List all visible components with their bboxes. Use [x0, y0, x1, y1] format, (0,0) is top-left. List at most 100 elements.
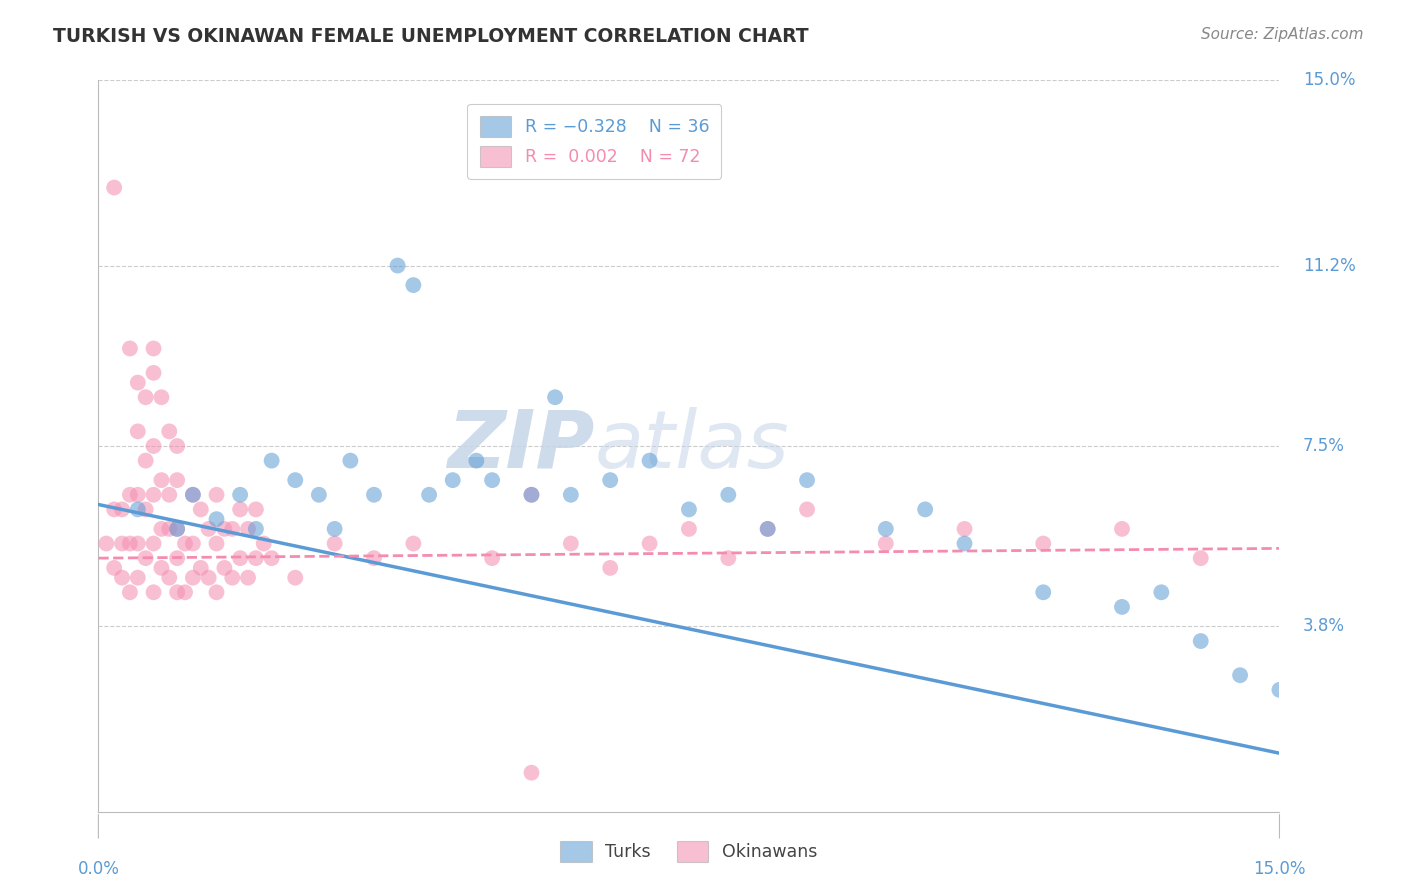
Point: [142, 439, 165, 453]
Point: [127, 488, 149, 502]
Point: [953, 522, 976, 536]
Point: [599, 561, 621, 575]
Text: 15.0%: 15.0%: [1303, 71, 1355, 89]
Point: [481, 551, 503, 566]
Point: [544, 390, 567, 404]
Point: [150, 390, 173, 404]
Point: [796, 502, 818, 516]
Point: [142, 488, 165, 502]
Point: [142, 342, 165, 356]
Point: [253, 536, 276, 550]
Point: [339, 453, 361, 467]
Point: [103, 502, 125, 516]
Point: [402, 536, 425, 550]
Point: [181, 488, 204, 502]
Point: [1268, 682, 1291, 697]
Point: [245, 522, 267, 536]
Point: [111, 536, 134, 550]
Point: [166, 585, 188, 599]
Point: [678, 522, 700, 536]
Point: [150, 522, 173, 536]
Point: [166, 473, 188, 487]
Point: [205, 512, 228, 526]
Point: [236, 571, 259, 585]
Point: [1111, 599, 1133, 614]
Point: [465, 453, 488, 467]
Point: [1189, 634, 1212, 648]
Point: [96, 536, 118, 550]
Point: [166, 522, 188, 536]
Point: [157, 488, 180, 502]
Point: [323, 522, 346, 536]
Point: [214, 522, 236, 536]
Point: [796, 473, 818, 487]
Point: [284, 571, 307, 585]
Point: [142, 585, 165, 599]
Point: [142, 536, 165, 550]
Point: [103, 180, 125, 194]
Point: [914, 502, 936, 516]
Point: [205, 488, 228, 502]
Point: [190, 502, 212, 516]
Point: [1032, 536, 1054, 550]
Point: [205, 585, 228, 599]
Point: [181, 488, 204, 502]
Point: [166, 439, 188, 453]
Point: [756, 522, 779, 536]
Point: [363, 551, 385, 566]
Point: [560, 488, 582, 502]
Point: [308, 488, 330, 502]
Point: [284, 473, 307, 487]
Point: [260, 551, 283, 566]
Point: [127, 502, 149, 516]
Point: [520, 488, 543, 502]
Point: [638, 536, 661, 550]
Text: ZIP: ZIP: [447, 407, 595, 485]
Point: [717, 488, 740, 502]
Text: 0.0%: 0.0%: [77, 861, 120, 879]
Point: [245, 502, 267, 516]
Legend: Turks, Okinawans: Turks, Okinawans: [554, 834, 824, 869]
Text: 11.2%: 11.2%: [1303, 257, 1355, 275]
Point: [245, 551, 267, 566]
Point: [229, 502, 252, 516]
Point: [190, 561, 212, 575]
Point: [875, 522, 897, 536]
Point: [229, 488, 252, 502]
Text: 3.8%: 3.8%: [1303, 617, 1346, 635]
Point: [756, 522, 779, 536]
Point: [1150, 585, 1173, 599]
Point: [157, 571, 180, 585]
Point: [197, 571, 219, 585]
Point: [166, 522, 188, 536]
Point: [135, 453, 157, 467]
Point: [717, 551, 740, 566]
Point: [157, 522, 180, 536]
Point: [118, 488, 141, 502]
Point: [1189, 551, 1212, 566]
Point: [599, 473, 621, 487]
Point: [135, 551, 157, 566]
Point: [323, 536, 346, 550]
Point: [181, 571, 204, 585]
Point: [638, 453, 661, 467]
Point: [678, 502, 700, 516]
Point: [260, 453, 283, 467]
Point: [214, 561, 236, 575]
Point: [111, 502, 134, 516]
Point: [520, 488, 543, 502]
Point: [127, 376, 149, 390]
Point: [402, 278, 425, 293]
Point: [118, 342, 141, 356]
Text: 15.0%: 15.0%: [1253, 861, 1306, 879]
Point: [103, 561, 125, 575]
Point: [1111, 522, 1133, 536]
Point: [118, 585, 141, 599]
Point: [875, 536, 897, 550]
Point: [1229, 668, 1251, 682]
Point: [1032, 585, 1054, 599]
Point: [118, 536, 141, 550]
Point: [560, 536, 582, 550]
Point: [481, 473, 503, 487]
Point: [229, 551, 252, 566]
